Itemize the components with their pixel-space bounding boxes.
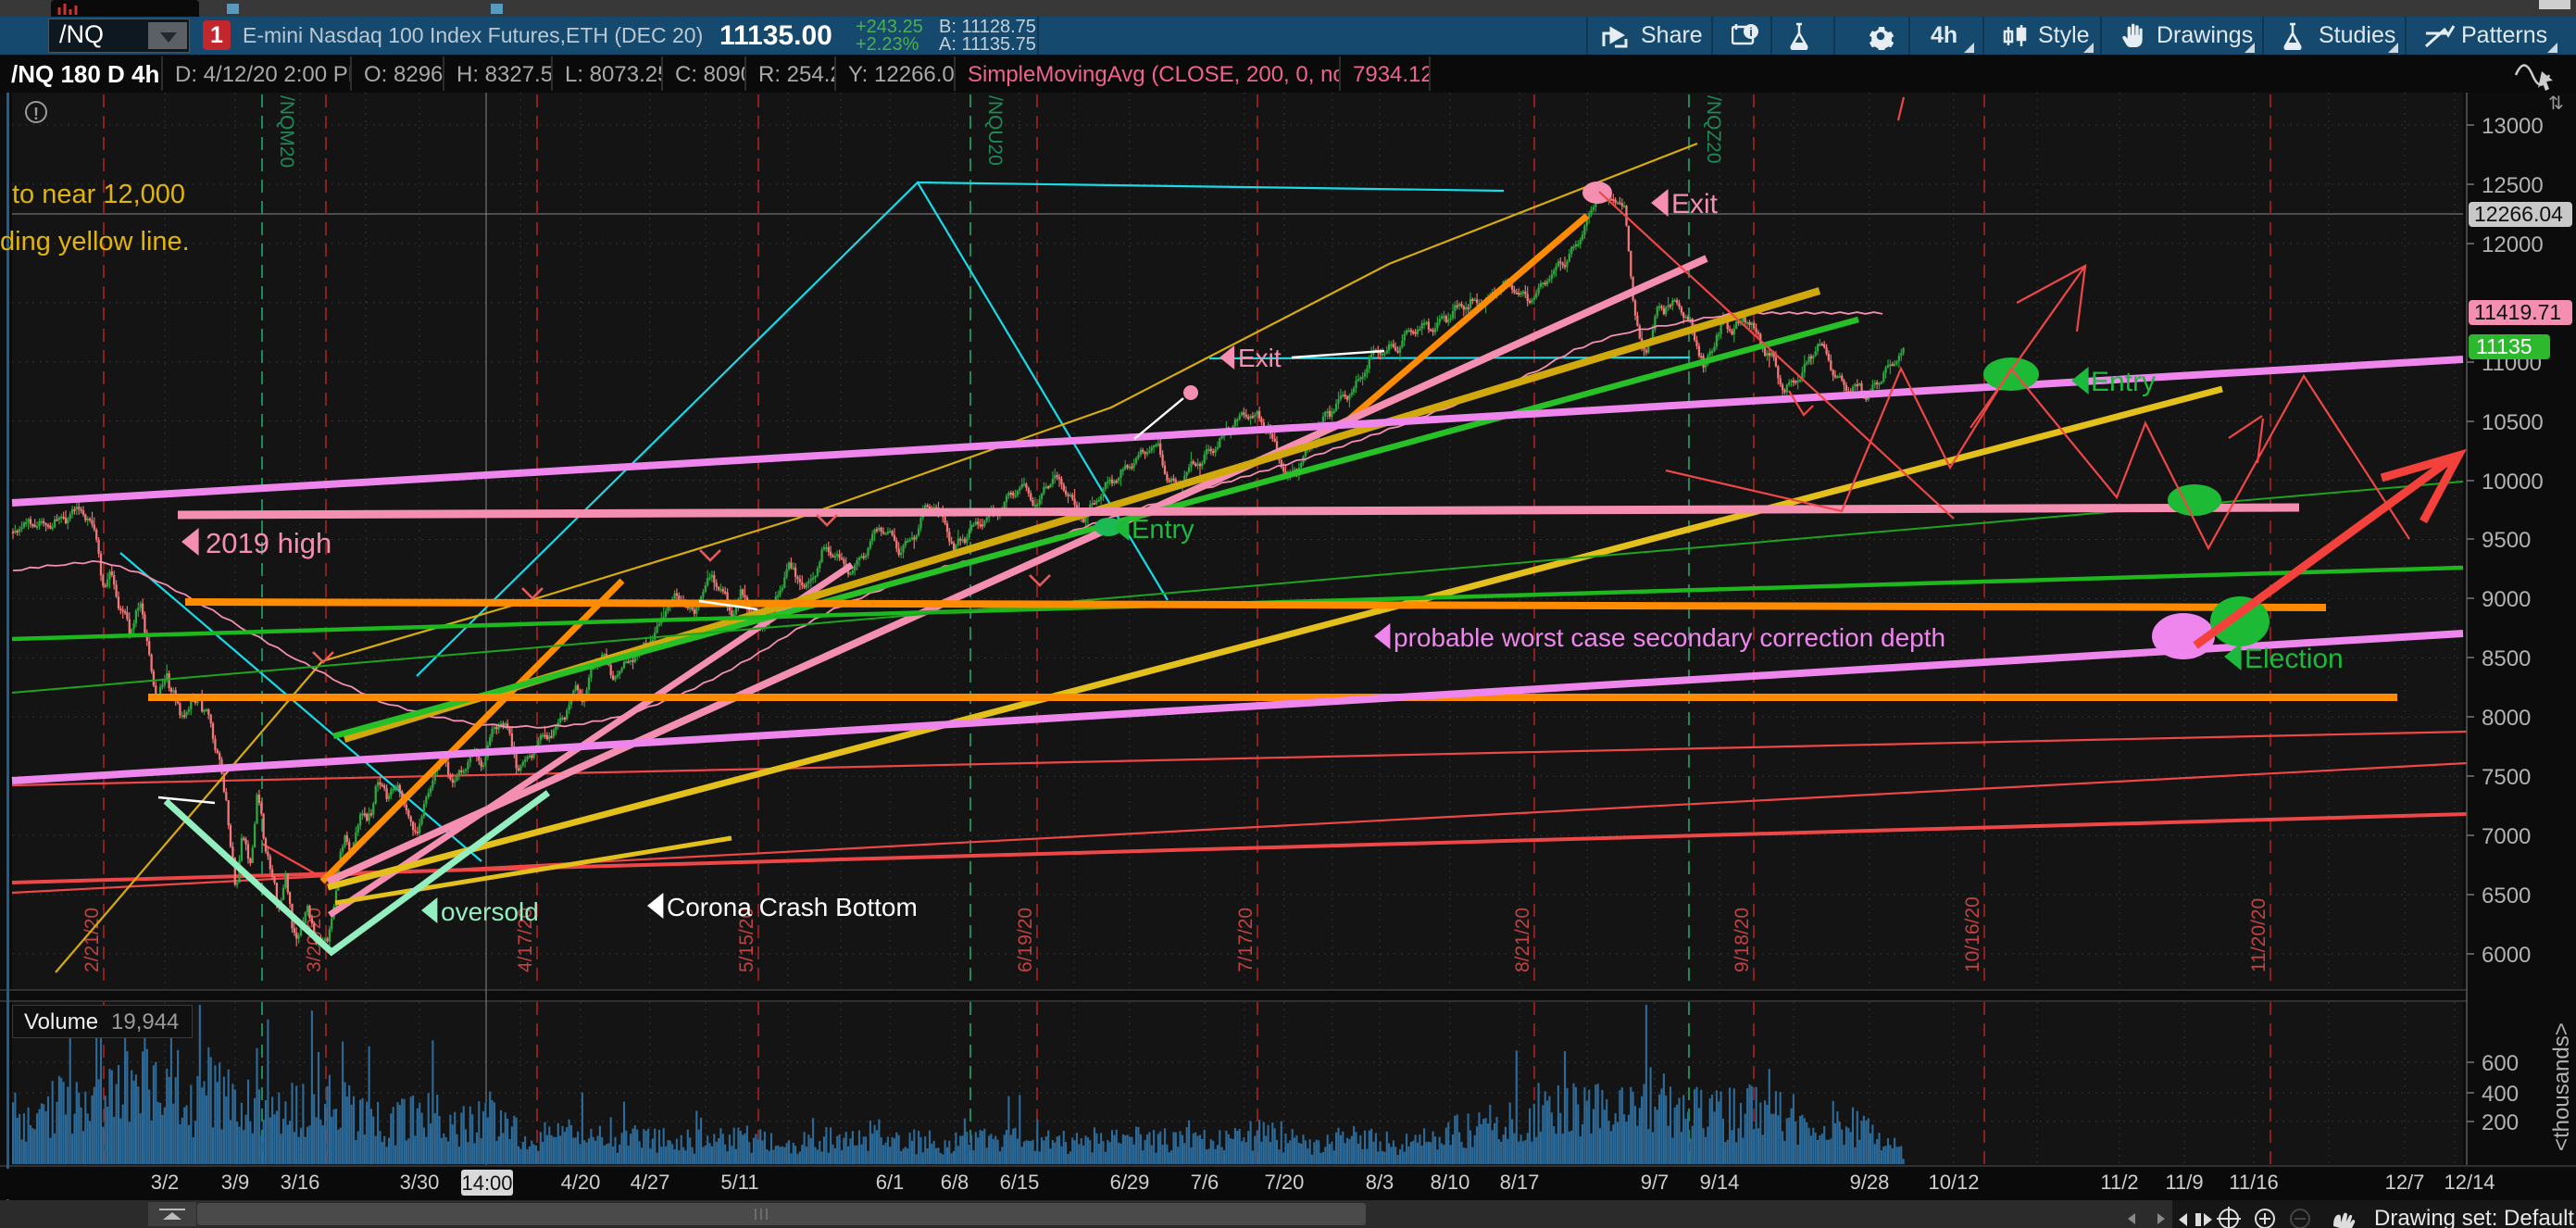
svg-text:9000: 9000: [2482, 587, 2531, 612]
svg-text:11419.71: 11419.71: [2474, 300, 2561, 324]
svg-text:Entry: Entry: [2091, 367, 2156, 397]
svg-text:ding yellow line.: ding yellow line.: [0, 227, 190, 257]
svg-text:10500: 10500: [2482, 410, 2544, 435]
svg-text:!: !: [33, 105, 39, 123]
svg-text:11/16: 11/16: [2229, 1171, 2278, 1194]
svg-text:9/28: 9/28: [1850, 1171, 1890, 1194]
svg-text:9/7: 9/7: [1641, 1171, 1669, 1194]
svg-text:9500: 9500: [2482, 528, 2531, 553]
svg-text:8/17: 8/17: [1500, 1171, 1540, 1194]
svg-text:Entry: Entry: [1132, 515, 1194, 545]
svg-text:5/11: 5/11: [720, 1171, 758, 1194]
svg-text:3/16: 3/16: [281, 1171, 320, 1194]
svg-text:6500: 6500: [2482, 883, 2531, 908]
svg-text:8/10: 8/10: [1431, 1171, 1470, 1194]
svg-text:11/2: 11/2: [2100, 1171, 2138, 1194]
svg-text:600: 600: [2482, 1051, 2519, 1076]
svg-text:12/14: 12/14: [2444, 1171, 2495, 1194]
svg-text:12266.04: 12266.04: [2474, 202, 2563, 226]
svg-text:3/9: 3/9: [221, 1171, 250, 1194]
svg-text:/NQU20: /NQU20: [984, 95, 1006, 166]
svg-text:/NQZ20: /NQZ20: [1703, 95, 1724, 164]
svg-text:13000: 13000: [2482, 114, 2544, 139]
svg-text:200: 200: [2482, 1110, 2519, 1135]
svg-text:7000: 7000: [2482, 824, 2531, 849]
svg-text:7500: 7500: [2482, 765, 2531, 790]
svg-text:6/1: 6/1: [876, 1171, 905, 1194]
svg-text:Exit: Exit: [1238, 344, 1282, 372]
svg-text:11135: 11135: [2476, 334, 2532, 358]
svg-text:8000: 8000: [2482, 706, 2531, 731]
svg-text:9/18/20: 9/18/20: [1732, 908, 1753, 972]
svg-text:Drawing set: Default: Drawing set: Default: [2374, 1206, 2574, 1228]
svg-text:7/17/20: 7/17/20: [1235, 908, 1257, 972]
svg-text:<thousands>: <thousands>: [2549, 1022, 2574, 1151]
svg-text:⇅: ⇅: [2548, 94, 2564, 114]
svg-text:10/16/20: 10/16/20: [1962, 896, 1983, 972]
svg-text:8500: 8500: [2482, 646, 2531, 671]
svg-text:12000: 12000: [2482, 232, 2544, 257]
svg-text:6/29: 6/29: [1110, 1171, 1150, 1194]
svg-text:4/17/20: 4/17/20: [515, 908, 536, 972]
svg-text:i: i: [1749, 25, 1753, 39]
svg-text:7/6: 7/6: [1191, 1171, 1219, 1194]
svg-text:9/14: 9/14: [1700, 1171, 1740, 1194]
svg-text:/NQM20: /NQM20: [276, 95, 297, 168]
svg-text:probable worst case secondary: probable worst case secondary correction…: [1394, 623, 1945, 652]
svg-text:2019 high: 2019 high: [206, 527, 331, 559]
svg-text:12500: 12500: [2482, 173, 2544, 198]
svg-text:10000: 10000: [2482, 470, 2544, 495]
svg-text:Election: Election: [2245, 644, 2344, 674]
svg-text:4/20: 4/20: [561, 1171, 601, 1194]
svg-text:5/15/20: 5/15/20: [736, 908, 757, 972]
svg-text:7/20: 7/20: [1265, 1171, 1305, 1194]
svg-text:3/30: 3/30: [400, 1171, 440, 1194]
svg-text:Exit: Exit: [1671, 189, 1719, 219]
svg-text:6000: 6000: [2482, 943, 2531, 968]
svg-text:to near 12,000: to near 12,000: [12, 180, 185, 209]
svg-text:6/8: 6/8: [941, 1171, 969, 1194]
svg-text:oversold: oversold: [441, 897, 539, 926]
svg-text:14:00: 14:00: [461, 1172, 512, 1195]
svg-text:8/3: 8/3: [1366, 1171, 1394, 1194]
svg-text:10/12: 10/12: [1928, 1171, 1979, 1194]
svg-text:12/7: 12/7: [2385, 1171, 2425, 1194]
svg-text:6/15: 6/15: [1000, 1171, 1040, 1194]
svg-text:400: 400: [2482, 1082, 2519, 1107]
svg-text:6/19/20: 6/19/20: [1015, 908, 1036, 972]
svg-text:8/21/20: 8/21/20: [1512, 908, 1533, 972]
svg-text:3/2: 3/2: [151, 1171, 180, 1194]
svg-text:4/27: 4/27: [631, 1171, 670, 1194]
svg-text:Corona Crash Bottom: Corona Crash Bottom: [667, 893, 918, 921]
svg-text:11/20/20: 11/20/20: [2248, 898, 2270, 972]
svg-text:11/9: 11/9: [2165, 1171, 2203, 1194]
